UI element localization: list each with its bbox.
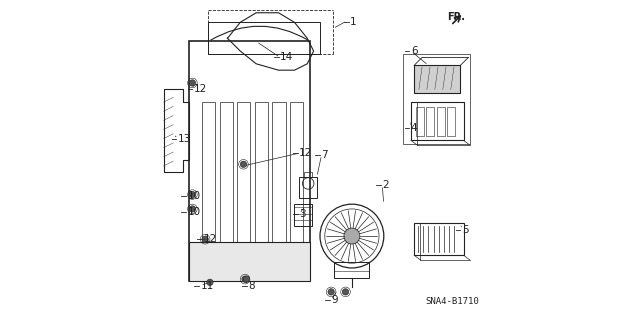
Circle shape (342, 289, 349, 295)
Text: 4: 4 (411, 122, 417, 133)
FancyBboxPatch shape (189, 242, 310, 281)
Text: SNA4-B1710: SNA4-B1710 (425, 297, 479, 306)
FancyBboxPatch shape (414, 65, 460, 93)
Text: 9: 9 (331, 295, 338, 305)
Text: 5: 5 (462, 225, 468, 235)
Text: 12: 12 (300, 148, 312, 158)
Text: FR.: FR. (447, 12, 466, 22)
Circle shape (344, 228, 360, 244)
Text: 13: 13 (178, 134, 191, 144)
Text: 8: 8 (248, 280, 255, 291)
Text: 12: 12 (194, 84, 207, 94)
Text: 2: 2 (382, 180, 389, 190)
Circle shape (242, 276, 248, 282)
Circle shape (240, 161, 246, 167)
Circle shape (189, 206, 196, 212)
Circle shape (207, 279, 213, 286)
Text: 14: 14 (280, 52, 293, 63)
Circle shape (189, 191, 196, 198)
Text: 1: 1 (350, 17, 357, 27)
Text: 10: 10 (188, 191, 201, 201)
Circle shape (328, 289, 334, 295)
Text: 12: 12 (204, 234, 217, 244)
Text: 7: 7 (321, 150, 328, 160)
Circle shape (202, 236, 209, 242)
Circle shape (189, 80, 196, 86)
Circle shape (243, 276, 250, 282)
Text: 3: 3 (300, 209, 306, 219)
Text: 10: 10 (188, 207, 201, 217)
Text: 11: 11 (200, 280, 214, 291)
Text: 6: 6 (411, 46, 417, 56)
